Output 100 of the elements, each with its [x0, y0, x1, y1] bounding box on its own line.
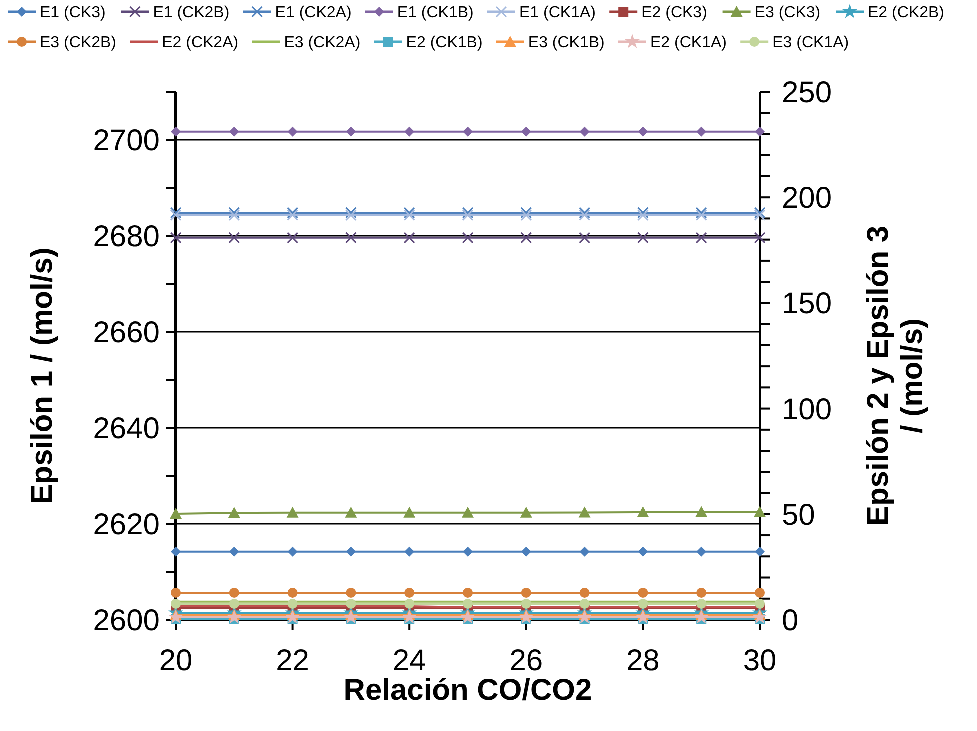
- legend-label: E3 (CK1B): [528, 34, 605, 52]
- point: [404, 232, 416, 244]
- point: [696, 598, 707, 609]
- legend-label: E1 (CK1B): [397, 4, 474, 22]
- point: [754, 232, 766, 244]
- point: [228, 507, 240, 518]
- x-tick-label: 20: [159, 644, 193, 678]
- point: [520, 506, 532, 518]
- point: [696, 210, 708, 222]
- point: [521, 588, 532, 598]
- point: [638, 588, 648, 598]
- point: [696, 546, 707, 557]
- point: [345, 506, 358, 518]
- point: [346, 598, 356, 609]
- point: [228, 207, 240, 219]
- point: [344, 610, 359, 624]
- point: [462, 506, 474, 518]
- point: [579, 210, 591, 222]
- point: [287, 232, 299, 244]
- point: [518, 610, 534, 624]
- point: [521, 598, 532, 609]
- point: [171, 546, 181, 557]
- point: [637, 207, 649, 219]
- point: [345, 232, 357, 244]
- point: [638, 598, 648, 609]
- point: [287, 210, 299, 222]
- point: [696, 207, 708, 219]
- point: [754, 207, 766, 219]
- legend-label: E2 (CK3): [642, 4, 708, 22]
- point: [171, 588, 181, 598]
- point: [288, 126, 298, 137]
- point: [285, 610, 300, 624]
- point: [579, 232, 591, 244]
- point: [463, 546, 473, 557]
- point: [345, 210, 357, 222]
- legend-label: E1 (CK3): [40, 4, 106, 22]
- point: [520, 207, 532, 219]
- y-tick-label: 2680: [93, 220, 160, 254]
- y2-tick-label: 100: [782, 393, 832, 426]
- point: [755, 588, 765, 598]
- y2-tick-label: 250: [782, 76, 832, 110]
- point: [228, 232, 240, 244]
- y-tick-label: 2700: [93, 124, 160, 158]
- point: [226, 610, 242, 624]
- point: [696, 588, 707, 598]
- legend-label: E2 (CK2A): [162, 34, 239, 52]
- point: [754, 210, 766, 222]
- legend-label: E1 (CK1A): [520, 4, 596, 22]
- point: [462, 207, 474, 219]
- legend-label: E2 (CK2B): [868, 4, 944, 22]
- y-tick-label: 2640: [93, 412, 160, 446]
- point: [580, 588, 590, 598]
- point: [404, 210, 416, 222]
- point: [171, 598, 181, 609]
- x-tick-label: 28: [626, 644, 660, 678]
- point: [463, 126, 473, 137]
- point: [228, 210, 240, 222]
- point: [404, 207, 416, 219]
- point: [520, 232, 532, 244]
- point: [696, 126, 707, 137]
- point: [288, 598, 298, 609]
- point: [404, 546, 415, 557]
- point: [460, 610, 476, 624]
- point: [286, 506, 299, 518]
- legend-label: E1 (CK2B): [153, 4, 230, 22]
- y2-tick-label: 200: [782, 182, 832, 216]
- point: [463, 598, 473, 609]
- point: [521, 546, 532, 557]
- point: [229, 588, 240, 598]
- point: [577, 610, 592, 624]
- point: [520, 210, 532, 222]
- point: [580, 126, 590, 137]
- point: [170, 207, 182, 219]
- point: [580, 598, 590, 609]
- y2-tick-label: 0: [782, 604, 799, 638]
- point: [287, 207, 299, 219]
- point: [404, 598, 415, 609]
- point: [579, 207, 591, 219]
- x-tick-label: 22: [276, 644, 310, 678]
- legend-label: E3 (CK2B): [40, 34, 116, 52]
- point: [170, 232, 182, 244]
- point: [462, 232, 474, 244]
- point: [346, 546, 356, 557]
- point: [696, 506, 708, 518]
- point: [637, 506, 650, 518]
- y2-tick-label: 50: [782, 498, 816, 532]
- point: [170, 210, 182, 222]
- y-axis-title: Epsilón 1 / (mol/s): [26, 248, 59, 504]
- point: [755, 598, 765, 609]
- point: [637, 232, 649, 244]
- point: [638, 126, 648, 137]
- y-tick-label: 2600: [93, 604, 160, 638]
- point: [404, 588, 415, 598]
- y-tick-label: 2660: [93, 316, 160, 350]
- point: [229, 546, 240, 557]
- point: [229, 126, 240, 137]
- point: [402, 610, 418, 624]
- point: [288, 546, 298, 557]
- point: [580, 546, 590, 557]
- point: [404, 506, 416, 518]
